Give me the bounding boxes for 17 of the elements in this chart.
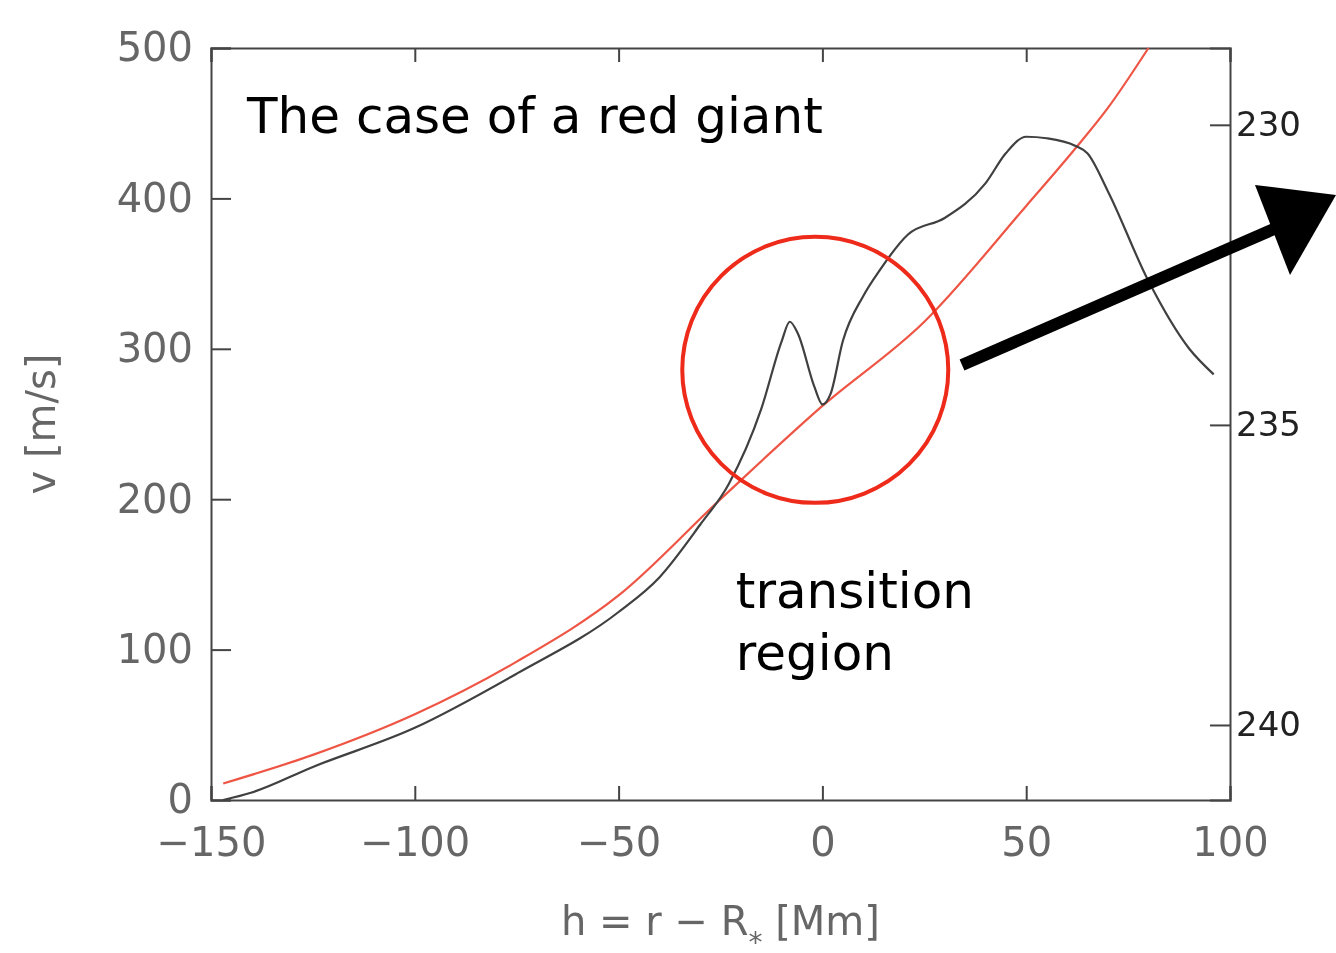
y-tick-label: 400 xyxy=(116,174,193,221)
x-tick-label: −100 xyxy=(360,819,471,866)
y2-tick-label: 240 xyxy=(1236,704,1301,745)
y-axis-title: v [m/s] xyxy=(18,353,64,495)
x-tick-label: −50 xyxy=(576,819,662,866)
text: The case of a red giant xyxy=(246,87,823,145)
x-tick-label: 50 xyxy=(1001,819,1053,866)
y2-tick-label: 230 xyxy=(1236,104,1301,145)
y-tick-label: 500 xyxy=(116,24,193,71)
x-tick-label: 100 xyxy=(1192,819,1269,866)
y-tick-label: 200 xyxy=(116,475,193,522)
y-tick-label: 100 xyxy=(116,625,193,672)
y-tick-label: 300 xyxy=(116,325,193,372)
y2-tick-label: 235 xyxy=(1236,404,1301,445)
x-axis-title: h = r − R$_{*}$ [Mm] xyxy=(561,898,880,953)
x-tick-label: 0 xyxy=(810,819,836,866)
annotation: transition region xyxy=(735,562,974,683)
